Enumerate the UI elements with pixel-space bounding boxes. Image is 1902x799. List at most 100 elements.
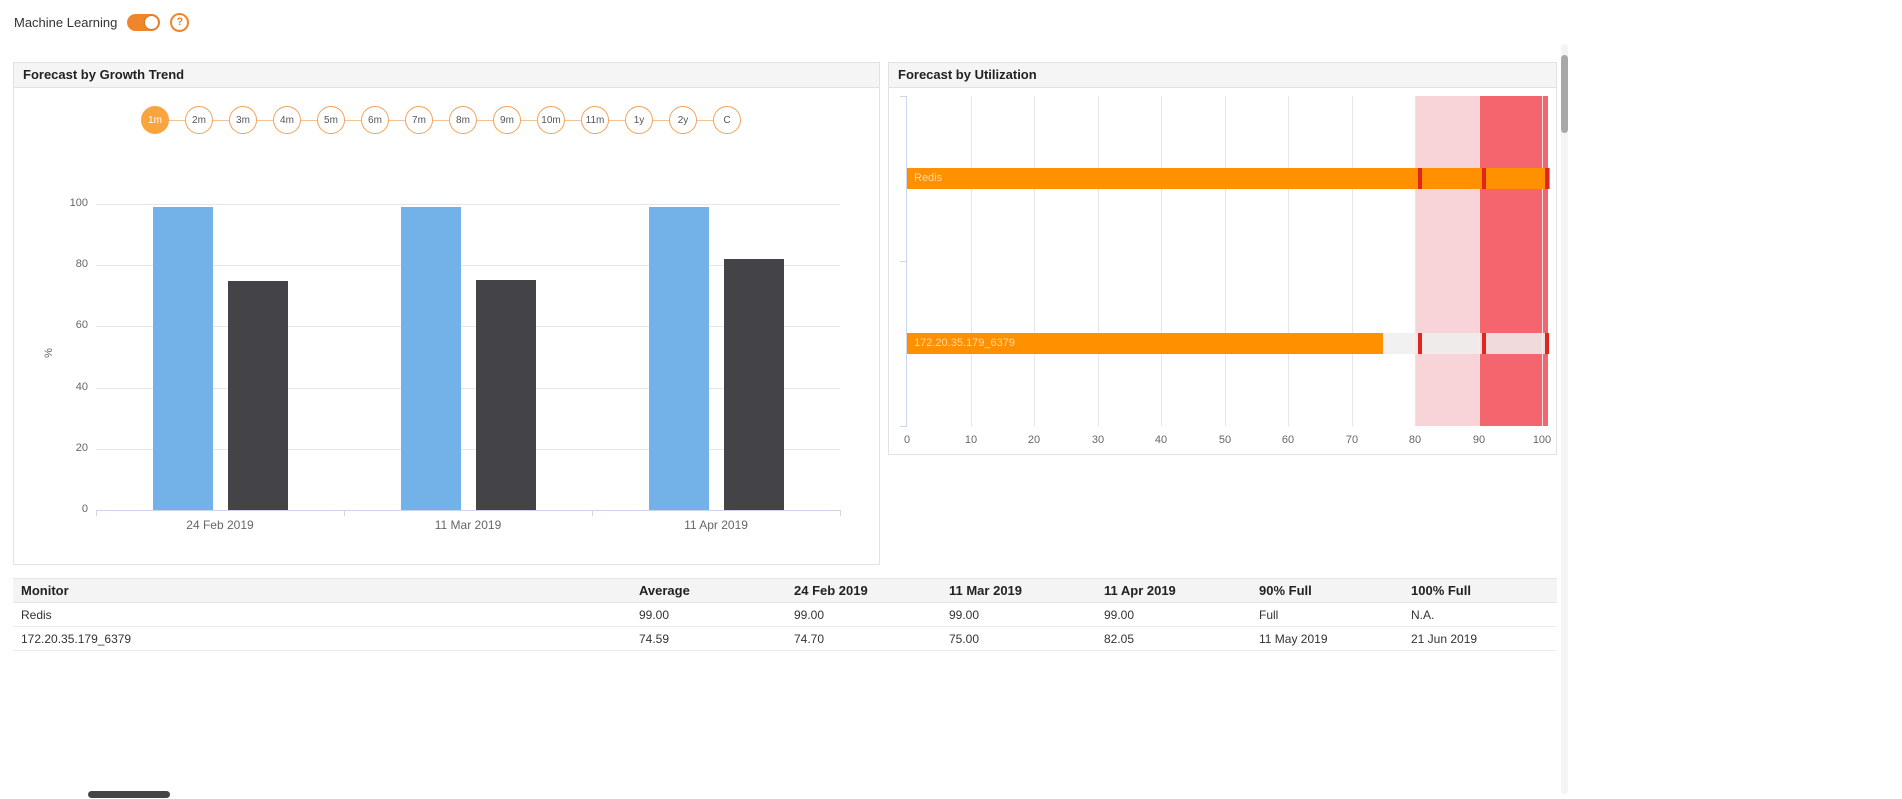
help-icon[interactable]: ? xyxy=(170,12,190,32)
topbar: Machine Learning ? xyxy=(14,10,190,34)
growth-bar-Redis[interactable] xyxy=(649,207,709,510)
x-axis-label: 30 xyxy=(1091,434,1105,446)
threshold-marker xyxy=(1545,168,1549,189)
column-header: Monitor xyxy=(13,578,631,603)
range-button-9m[interactable]: 9m xyxy=(493,106,521,134)
growth-bar-172.20.35.179_6379[interactable] xyxy=(724,259,784,510)
x-axis-label: 11 Apr 2019 xyxy=(684,518,748,532)
vertical-scrollbar[interactable] xyxy=(1561,44,1568,794)
utilization-plot: 0 10 20 30 40 50 60 70 80 90 100 Redis 172.20.35.179… xyxy=(900,96,1551,446)
growth-bar-172.20.35.179_6379[interactable] xyxy=(476,280,536,510)
forecast-table: Monitor Average 24 Feb 2019 11 Mar 2019 11 A… xyxy=(13,578,1557,651)
grid-line xyxy=(1098,96,1099,426)
x-axis-label: 90 xyxy=(1472,434,1486,446)
x-axis-label: 0 xyxy=(903,434,911,446)
grid-line xyxy=(96,265,840,266)
table-cell: 99.00 xyxy=(631,602,786,627)
x-axis-label: 24 Feb 2019 xyxy=(186,518,254,532)
bar-remainder xyxy=(1383,333,1550,354)
column-header: 11 Mar 2019 xyxy=(941,578,1096,603)
range-button-2m[interactable]: 2m xyxy=(185,106,213,134)
range-button-3m[interactable]: 3m xyxy=(229,106,257,134)
utilization-panel-header: Forecast by Utilization xyxy=(889,63,1556,88)
grid-line xyxy=(96,326,840,327)
grid-line xyxy=(1479,96,1480,426)
horizontal-scrollbar-thumb[interactable] xyxy=(88,791,170,798)
range-connector xyxy=(697,119,713,121)
threshold-marker xyxy=(1545,333,1549,354)
table-cell: 99.00 xyxy=(941,602,1096,627)
range-button-11m[interactable]: 11m xyxy=(581,106,609,134)
x-axis-label: 50 xyxy=(1218,434,1232,446)
table-cell: 99.00 xyxy=(786,602,941,627)
table-row: 172.20.35.179_6379 74.59 74.70 75.00 82.05 11… xyxy=(13,626,1557,651)
range-button-10m[interactable]: 10m xyxy=(537,106,565,134)
table-cell: 82.05 xyxy=(1096,626,1251,651)
range-button-8m[interactable]: 8m xyxy=(449,106,477,134)
monitor-name-cell: 172.20.35.179_6379 xyxy=(13,626,631,651)
x-axis-label: 100 xyxy=(1532,434,1552,446)
range-button-7m[interactable]: 7m xyxy=(405,106,433,134)
table-cell: N.A. xyxy=(1403,602,1557,627)
y-axis-label: 40 xyxy=(75,381,88,393)
growth-trend-panel: Forecast by Growth Trend 1m 2m 3m 4m 5m 6m 7m 8… xyxy=(13,62,880,565)
axis-tick xyxy=(840,510,841,516)
bar-label: Redis xyxy=(914,172,943,184)
column-header: 11 Apr 2019 xyxy=(1096,578,1251,603)
x-axis-label: 10 xyxy=(964,434,978,446)
y-axis-label: 0 xyxy=(81,503,88,515)
range-connector xyxy=(169,119,185,121)
y-axis-label: 60 xyxy=(75,319,88,331)
threshold-marker xyxy=(1418,168,1422,189)
range-connector xyxy=(609,119,625,121)
utilization-bar-172.20.35.179_6379[interactable] xyxy=(907,333,1383,354)
range-connector xyxy=(213,119,229,121)
range-button-1m[interactable]: 1m xyxy=(141,106,169,134)
growth-bar-Redis[interactable] xyxy=(153,207,213,510)
grid-line xyxy=(1034,96,1035,426)
range-button-2y[interactable]: 2y xyxy=(669,106,697,134)
range-connector xyxy=(433,119,449,121)
range-connector xyxy=(521,119,537,121)
monitor-name-cell: Redis xyxy=(13,602,631,627)
range-connector xyxy=(301,119,317,121)
y-axis-label: 80 xyxy=(75,258,88,270)
x-axis-label: 11 Mar 2019 xyxy=(434,518,502,532)
range-button-6m[interactable]: 6m xyxy=(361,106,389,134)
threshold-marker xyxy=(1482,333,1486,354)
range-button-5m[interactable]: 5m xyxy=(317,106,345,134)
table-cell: 75.00 xyxy=(941,626,1096,651)
utilization-bar-Redis[interactable] xyxy=(907,168,1550,189)
utilization-panel-title: Forecast by Utilization xyxy=(898,67,1037,82)
toggle-knob-icon xyxy=(145,15,159,29)
range-button-4m[interactable]: 4m xyxy=(273,106,301,134)
range-button-C[interactable]: C xyxy=(713,106,741,134)
machine-learning-toggle[interactable] xyxy=(127,13,161,31)
vertical-scrollbar-thumb[interactable] xyxy=(1561,55,1568,133)
axis-tick xyxy=(900,426,907,427)
range-button-1y[interactable]: 1y xyxy=(625,106,653,134)
growth-plot: 0 20 40 60 80 100 24 Feb 2019 11 Mar 2019 11 Apr… xyxy=(70,197,841,532)
x-axis-label: 20 xyxy=(1027,434,1041,446)
threshold-marker xyxy=(1418,333,1422,354)
grid-line xyxy=(971,96,972,426)
table-cell: 99.00 xyxy=(1096,602,1251,627)
grid-line xyxy=(1161,96,1162,426)
x-axis-label: 60 xyxy=(1281,434,1295,446)
growth-bar-Redis[interactable] xyxy=(401,207,461,510)
table-cell: 74.70 xyxy=(786,626,941,651)
grid-line xyxy=(96,204,840,205)
utilization-panel: Forecast by Utilization 0 10 20 30 40 50 60 70 8… xyxy=(888,62,1557,455)
table-cell: 74.59 xyxy=(631,626,786,651)
growth-panel-header: Forecast by Growth Trend xyxy=(14,63,879,88)
table-body: Redis 99.00 99.00 99.00 99.00 Full N.A. 172.20.… xyxy=(13,602,1557,651)
table-row: Redis 99.00 99.00 99.00 99.00 Full N.A. xyxy=(13,602,1557,627)
threshold-marker xyxy=(1482,168,1486,189)
grid-line xyxy=(96,388,840,389)
column-header: 100% Full xyxy=(1403,578,1557,603)
y-axis-title: % xyxy=(42,348,55,358)
x-axis-label: 70 xyxy=(1345,434,1359,446)
range-connector xyxy=(257,119,273,121)
bar-label: 172.20.35.179_6379 xyxy=(914,337,1015,349)
growth-bar-172.20.35.179_6379[interactable] xyxy=(228,281,288,510)
